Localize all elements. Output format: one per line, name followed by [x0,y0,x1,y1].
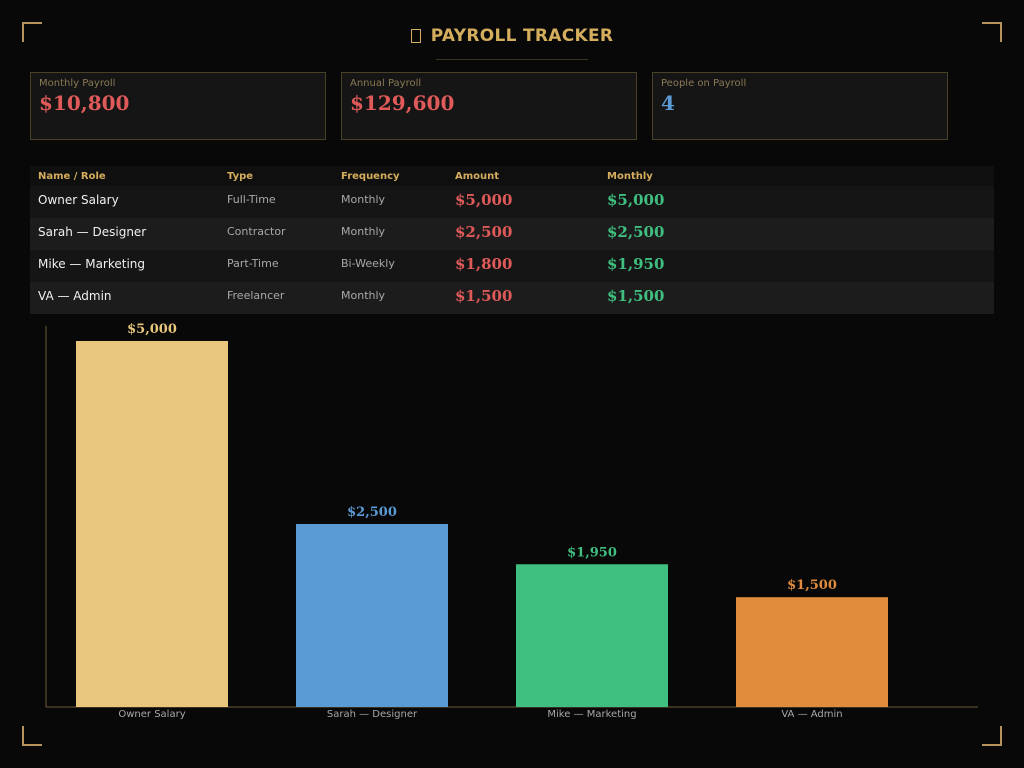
monthly-payroll-card: Monthly Payroll $10,800 [30,72,326,140]
chart-data-label: $5,000 [127,322,177,337]
row-name: Sarah — Designer [38,225,147,239]
chart-bar [736,597,888,707]
page-title-text: PAYROLL TRACKER [430,26,614,46]
chart-bar [516,564,668,707]
people-on-payroll-card: People on Payroll 4 [652,72,948,140]
row-type: Contractor [227,225,286,238]
chart-data-label: $2,500 [347,505,397,520]
column-header-type: Type [227,171,254,182]
chart-bar [76,341,228,707]
table-body: Owner Salary Full-Time Monthly $5,000 $5… [30,186,994,314]
row-type: Freelancer [227,289,285,302]
row-amount: $2,500 [455,223,513,241]
chart-category-label: Mike — Marketing [547,709,636,720]
card-value: $129,600 [350,91,455,115]
column-header-frequency: Frequency [341,171,400,182]
card-label: Monthly Payroll [39,78,116,89]
row-monthly: $1,950 [607,255,665,273]
corner-frame-top-left [22,22,42,42]
row-type: Full-Time [227,193,276,206]
table-row[interactable]: Owner Salary Full-Time Monthly $5,000 $5… [30,186,994,218]
column-header-monthly: Monthly [607,171,653,182]
card-value: 4 [661,91,675,115]
row-amount: $1,800 [455,255,513,273]
row-name: Owner Salary [38,193,119,207]
row-name: Mike — Marketing [38,257,146,271]
table-header: Name / Role Type Frequency Amount Monthl… [30,166,994,186]
table-row[interactable]: Mike — Marketing Part-Time Bi-Weekly $1,… [30,250,994,282]
chart-data-label: $1,500 [787,578,837,593]
row-frequency: Monthly [341,289,386,302]
payroll-table: Name / Role Type Frequency Amount Monthl… [30,166,994,314]
row-type: Part-Time [227,257,279,270]
card-label: Annual Payroll [350,78,422,89]
page-title: PAYROLL TRACKER [410,26,614,46]
chart-category-label: Owner Salary [118,709,185,720]
row-name: VA — Admin [38,289,112,303]
card-label: People on Payroll [661,78,747,89]
corner-frame-top-right [982,22,1002,42]
column-header-amount: Amount [455,171,500,182]
chart-category-label: VA — Admin [781,709,842,720]
card-value: $10,800 [39,91,130,115]
corner-frame-bottom-right [982,726,1002,746]
row-frequency: Monthly [341,193,386,206]
annual-payroll-card: Annual Payroll $129,600 [341,72,637,140]
row-monthly: $5,000 [607,191,665,209]
ledger-icon [410,29,421,43]
corner-frame-bottom-left [22,726,42,746]
table-row[interactable]: Sarah — Designer Contractor Monthly $2,5… [30,218,994,250]
row-monthly: $2,500 [607,223,665,241]
row-frequency: Monthly [341,225,386,238]
chart-data-label: $1,950 [567,545,617,560]
row-amount: $1,500 [455,287,513,305]
chart-category-label: Sarah — Designer [327,709,418,720]
chart-bar [296,524,448,707]
page-header: PAYROLL TRACKER [0,26,1024,60]
row-monthly: $1,500 [607,287,665,305]
title-divider [436,59,588,60]
table-row[interactable]: VA — Admin Freelancer Monthly $1,500 $1,… [30,282,994,314]
column-header-name: Name / Role [38,171,106,182]
row-frequency: Bi-Weekly [341,257,395,270]
row-amount: $5,000 [455,191,513,209]
